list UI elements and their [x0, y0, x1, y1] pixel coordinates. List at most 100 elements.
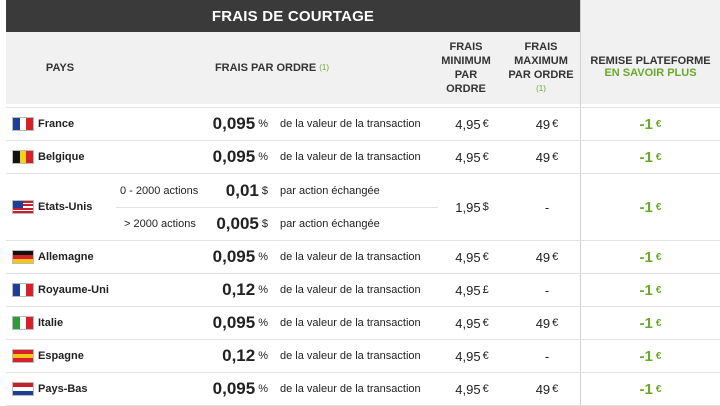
min-fee: 4,95 € — [436, 373, 508, 405]
tier-row: > 2000 actions 0,005 $ par action échangée — [6, 207, 436, 240]
column-divider — [580, 0, 581, 405]
fee-value: 0,01 $ — [206, 174, 268, 207]
country-label: Italie — [38, 317, 64, 329]
country-name: Espagne — [12, 340, 84, 372]
fee-number: 0,005 — [216, 213, 259, 233]
table-row: Belgique 0,095% de la valeur de la transac… — [6, 141, 720, 173]
platform-discount: -1 € — [581, 274, 720, 306]
en-savoir-plus-link[interactable]: EN SAVOIR PLUS — [604, 67, 697, 79]
fee-number: 0,095 — [212, 147, 256, 166]
min-fee-currency: £ — [482, 284, 489, 296]
row-separator — [6, 339, 720, 340]
fee-value: 0,095% — [206, 373, 268, 405]
table-row: Etats-Unis 0 - 2000 actions 0,01 $ par actio… — [6, 174, 720, 240]
discount-currency: € — [655, 151, 662, 163]
fee-number: 0,095 — [212, 313, 256, 332]
min-fee-currency: € — [482, 383, 489, 395]
fee-description: de la valeur de la transaction — [280, 151, 421, 163]
country-label: Allemagne — [38, 251, 94, 263]
fee-description: par action échangée — [280, 184, 380, 197]
max-fee-currency: € — [552, 151, 559, 163]
discount-currency: € — [655, 284, 662, 296]
flag-icon — [12, 382, 34, 396]
min-fee-currency: € — [482, 350, 489, 362]
max-fee: - — [508, 340, 586, 372]
country-label: Etats-Unis — [38, 201, 93, 213]
platform-discount: -1 € — [581, 373, 720, 405]
country-name: France — [12, 108, 74, 140]
fee-description: de la valeur de la transaction — [280, 350, 421, 362]
max-fee: 49 € — [508, 141, 586, 173]
min-fee: 1,95 $ — [436, 174, 508, 240]
min-fee: 4,95 £ — [436, 274, 508, 306]
min-fee: 4,95 € — [436, 340, 508, 372]
min-fee: 4,95 € — [436, 241, 508, 273]
country-label: France — [38, 118, 75, 130]
fee-number: 0,12 — [222, 280, 256, 299]
country-name: Allemagne — [12, 241, 94, 273]
discount-currency: € — [655, 350, 662, 362]
header-frais-maximum: FRAIS MAXIMUM PAR ORDRE (1) — [502, 32, 580, 104]
tier-range: > 2000 actions — [124, 217, 196, 230]
country-label: Espagne — [38, 350, 84, 362]
flag-icon — [12, 150, 34, 164]
max-fee: - — [508, 274, 586, 306]
row-separator — [6, 372, 720, 373]
fee-unit: $ — [261, 217, 268, 230]
header-frais-minimum: FRAIS MINIMUM PAR ORDRE — [430, 32, 502, 104]
fee-unit: % — [258, 251, 268, 263]
table-row: Allemagne 0,095% de la valeur de la transa… — [6, 241, 720, 273]
min-fee-value: 4,95 — [455, 381, 481, 397]
discount-value: -1 — [639, 380, 653, 398]
fee-value: 0,095% — [206, 141, 268, 173]
min-fee-currency: € — [482, 251, 489, 263]
row-separator — [6, 173, 720, 174]
platform-discount: -1 € — [581, 141, 720, 173]
flag-icon — [12, 200, 34, 214]
discount-value: -1 — [639, 314, 653, 332]
fee-description: de la valeur de la transaction — [280, 383, 421, 395]
header-frais-par-ordre: FRAIS PAR ORDRE (1) — [114, 32, 430, 104]
min-fee: 4,95 € — [436, 108, 508, 140]
max-fee: 49 € — [508, 108, 586, 140]
flag-icon — [12, 316, 34, 330]
fee-unit: % — [258, 383, 268, 395]
max-fee-value: 49 — [535, 381, 551, 397]
discount-value: -1 — [639, 148, 653, 166]
min-fee-value: 4,95 — [455, 315, 481, 331]
header-remise-plateforme: REMISE PLATEFORME EN SAVOIR PLUS — [581, 0, 720, 104]
row-separator — [6, 306, 720, 307]
table-title: FRAIS DE COURTAGE — [6, 0, 580, 32]
flag-icon — [12, 283, 34, 297]
max-fee-currency: € — [552, 118, 559, 130]
discount-currency: € — [655, 201, 662, 213]
fee-unit: % — [258, 350, 268, 362]
platform-discount: -1 € — [581, 241, 720, 273]
fee-unit: % — [258, 317, 268, 329]
discount-currency: € — [655, 317, 662, 329]
fee-number: 0,095 — [212, 379, 256, 398]
max-fee-value: - — [544, 282, 550, 298]
tier-separator — [116, 207, 438, 208]
row-separator — [6, 107, 720, 108]
max-fee: 49 € — [508, 241, 586, 273]
country-label: Royaume-Uni — [38, 284, 109, 296]
max-fee-currency: € — [552, 251, 559, 263]
max-fee-value: - — [544, 199, 550, 215]
fee-description: de la valeur de la transaction — [280, 317, 421, 329]
table-row: Royaume-Uni 0,12% de la valeur de la trans… — [6, 274, 720, 306]
discount-value: -1 — [639, 198, 653, 216]
flag-icon — [12, 117, 34, 131]
table-row: France 0,095% de la valeur de la transacti… — [6, 108, 720, 140]
country-name: Etats-Unis — [12, 174, 92, 240]
min-fee-value: 4,95 — [455, 348, 481, 364]
min-fee-currency: $ — [482, 201, 489, 213]
max-fee-value: 49 — [535, 249, 551, 265]
max-fee-currency: € — [552, 317, 559, 329]
fee-description: de la valeur de la transaction — [280, 118, 421, 130]
max-fee-value: 49 — [535, 149, 551, 165]
min-fee: 4,95 € — [436, 141, 508, 173]
row-separator — [6, 240, 720, 241]
platform-discount: -1 € — [581, 307, 720, 339]
